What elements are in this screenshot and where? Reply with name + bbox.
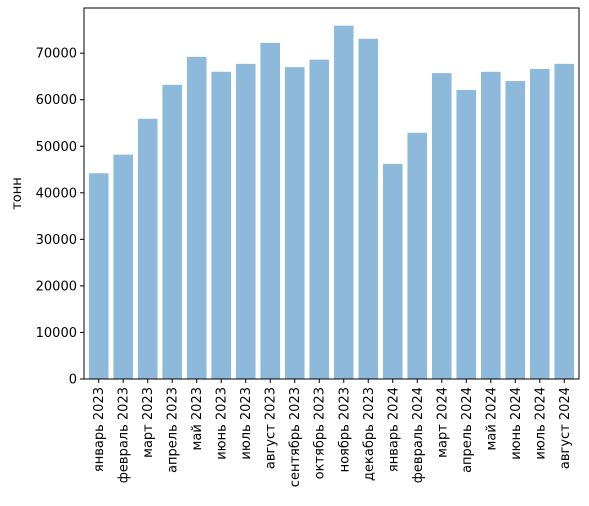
bar-18 [505,81,526,379]
bar-10 [309,59,330,379]
plot-frame [83,7,580,380]
x-tick-label-13: январь 2024 [386,387,401,472]
x-tick-label-20: август 2024 [558,387,573,469]
bar-13 [382,163,403,379]
bar-19 [529,68,550,380]
y-tick-label-4: 30000 [36,233,77,248]
x-tick-label-6: июнь 2023 [215,387,230,460]
y-axis-ticks: 0 10000 20000 30000 40000 50000 60000 70000 [36,47,84,388]
bar-20 [554,63,575,380]
x-tick-label-4: апрель 2023 [166,387,181,473]
bar-2 [113,154,134,379]
bar-7 [235,63,256,380]
x-tick-label-1: январь 2023 [92,387,107,472]
bar-5 [186,56,207,379]
x-tick-label-19: июль 2024 [533,387,548,460]
x-tick-label-7: июль 2023 [239,387,254,460]
bar-8 [260,42,281,379]
y-axis-label: тонн [10,177,25,210]
bar-15 [431,73,452,380]
x-tick-label-15: март 2024 [435,387,450,458]
bar-17 [480,71,501,380]
x-axis-ticks: январь 2023 февраль 2023 март 2023 апрель 2… [92,379,573,487]
y-tick-label-8: 70000 [36,47,77,62]
bar-14 [407,132,428,379]
y-tick-label-5: 40000 [36,186,77,201]
x-tick-label-3: март 2023 [141,387,156,458]
y-tick-label-3: 20000 [36,279,77,294]
x-tick-label-18: июнь 2024 [509,387,524,460]
bars-group [88,25,575,380]
x-tick-label-16: апрель 2024 [460,387,475,473]
x-tick-label-5: май 2023 [190,387,205,450]
x-tick-label-10: октябрь 2023 [313,387,328,479]
x-tick-label-2: февраль 2023 [117,387,132,483]
y-tick-label-7: 60000 [36,93,77,108]
bar-11 [333,25,354,379]
bar-3 [137,118,158,379]
bar-9 [284,67,305,379]
bar-12 [358,38,379,379]
x-tick-label-11: ноябрь 2023 [337,387,352,472]
y-tick-label-1: 0 [69,373,77,388]
x-tick-label-9: сентябрь 2023 [288,387,303,487]
bar-1 [88,173,109,379]
x-tick-label-14: февраль 2024 [411,387,426,483]
y-tick-label-2: 10000 [36,326,77,341]
y-tick-label-6: 50000 [36,140,77,155]
x-tick-label-12: декабрь 2023 [362,387,377,481]
bar-16 [456,89,477,379]
bar-4 [162,84,183,380]
x-tick-label-17: май 2024 [484,387,499,450]
bar-6 [211,71,232,380]
x-tick-label-8: август 2023 [264,387,279,469]
